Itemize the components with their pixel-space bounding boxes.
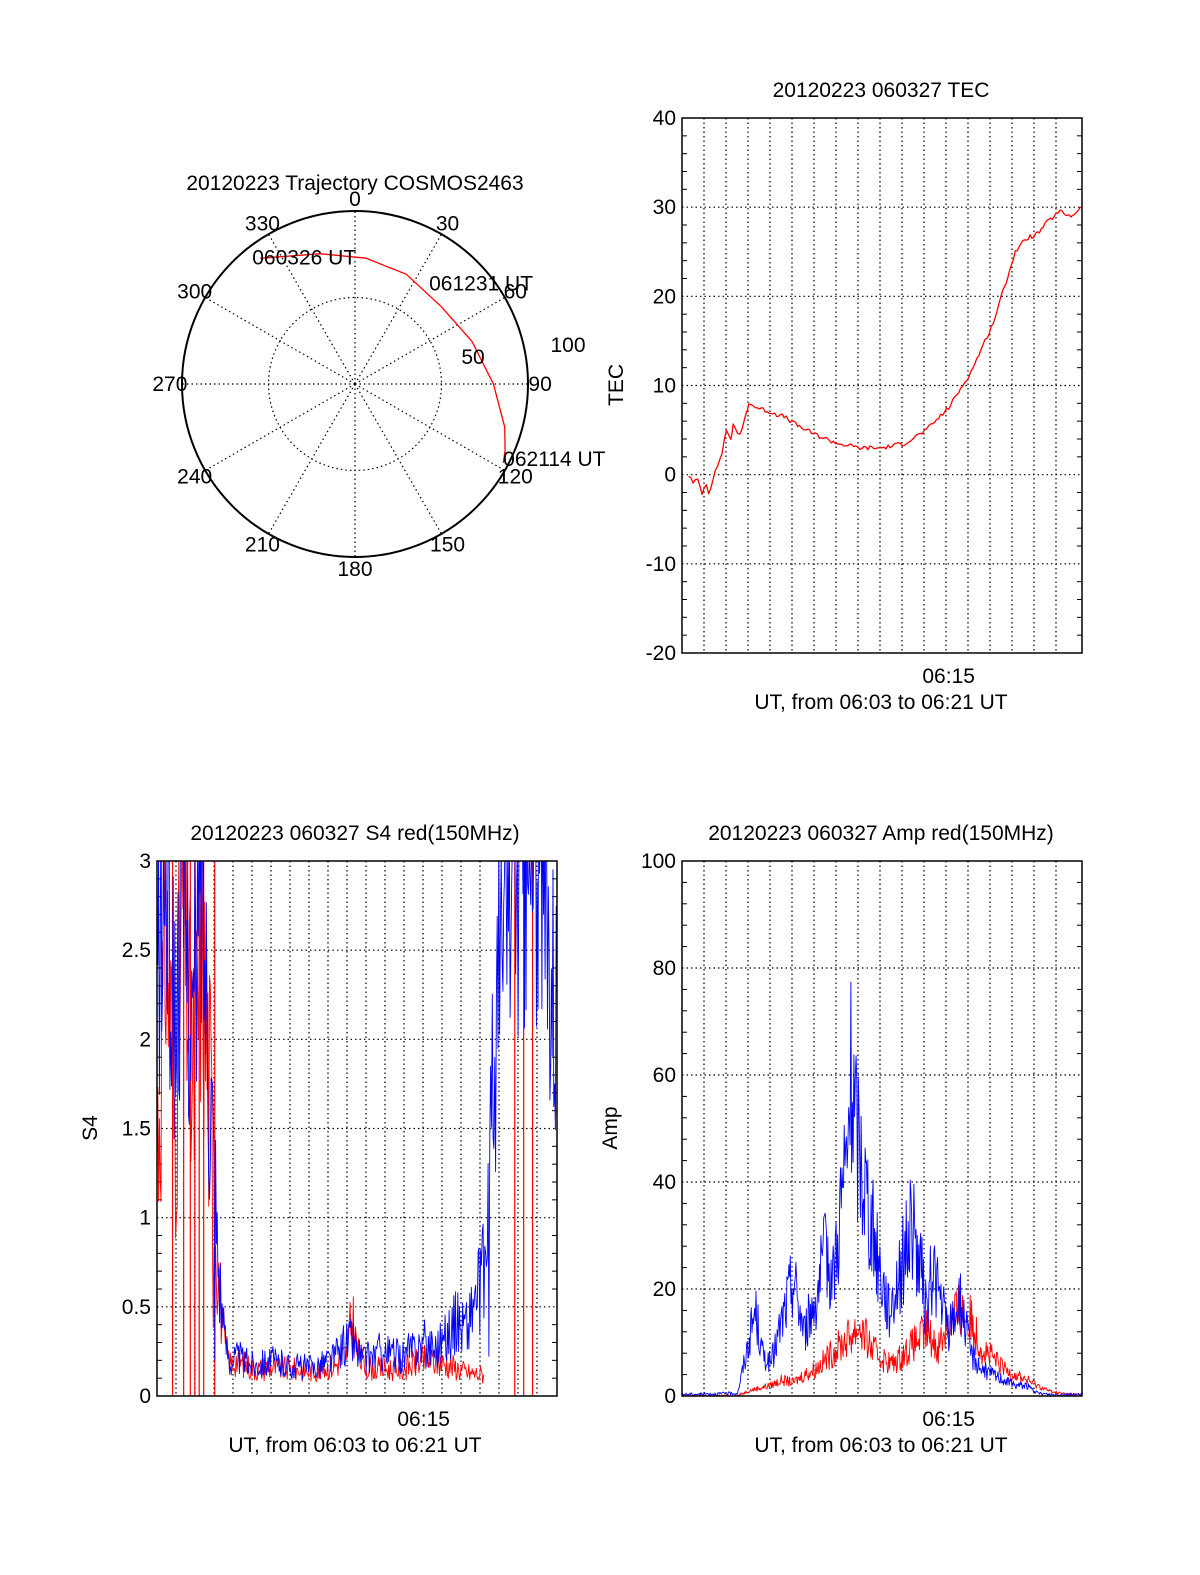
polar-radius-label: 50	[461, 346, 484, 369]
amp-title: 20120223 060327 Amp red(150MHz)	[708, 822, 1054, 845]
amp-ytick-label: 0	[664, 1385, 676, 1408]
polar-grid	[181, 210, 529, 558]
polar-outer-circle	[181, 210, 529, 558]
tec-xtick-label: 06:15	[922, 665, 975, 688]
tec-panel: 20120223 060327 TEC UT, from 06:03 to 06…	[605, 79, 1083, 714]
s4-xtick-label: 06:15	[397, 1408, 450, 1431]
polar-angle-label: 330	[245, 213, 280, 236]
polar-angle-label: 270	[152, 373, 187, 396]
amp-frame	[681, 860, 1083, 1397]
s4-ytick-label: 1	[139, 1207, 151, 1230]
polar-spoke	[354, 383, 506, 472]
trajectory-line	[260, 253, 506, 463]
tec-ytick-label: 10	[653, 375, 676, 398]
polar-spoke	[204, 383, 356, 472]
s4-ytick-label: 0.5	[122, 1296, 151, 1319]
s4-title: 20120223 060327 S4 red(150MHz)	[190, 822, 519, 845]
amp-ytick-label: 80	[653, 957, 676, 980]
polar-angle-label: 120	[498, 466, 533, 489]
polar-angle-label: 150	[430, 533, 465, 556]
polar-angle-label: 240	[177, 466, 212, 489]
polar-angle-label: 60	[504, 280, 527, 303]
s4-ytick-label: 3	[139, 850, 151, 873]
polar-spoke	[354, 383, 443, 535]
amp-plot: 0 20 40 60 80 100 06:15	[641, 850, 1083, 1431]
tec-ylabel: TEC	[605, 364, 628, 406]
amp-ytick-label: 100	[641, 850, 676, 873]
s4-ytick-label: 2	[139, 1028, 151, 1051]
tec-ytick-label: 40	[653, 107, 676, 130]
amp-series-group	[682, 981, 1082, 1396]
s4-panel: 20120223 060327 S4 red(150MHz) UT, from …	[79, 822, 558, 1457]
polar-radius-label: 100	[550, 334, 585, 357]
polar-spoke	[354, 233, 443, 385]
trajectory-annotation: 060326 UT	[252, 246, 356, 269]
polar-spoke	[267, 233, 356, 385]
amp-series-blue	[682, 981, 1082, 1396]
polar-angle-label: 30	[436, 213, 459, 236]
s4-series-red	[157, 861, 485, 1384]
trajectory-series	[260, 253, 506, 463]
polar-spoke	[267, 383, 356, 535]
trajectory-annotation: 062114 UT	[503, 448, 606, 471]
tec-ytick-label: 0	[664, 464, 676, 487]
polar-angle-label: 300	[177, 280, 212, 303]
trajectory-title: 20120223 Trajectory COSMOS2463	[186, 172, 523, 195]
tec-ytick-label: -20	[646, 642, 676, 665]
s4-ylabel: S4	[79, 1115, 102, 1141]
tec-frame	[681, 117, 1083, 654]
s4-series-blue	[157, 861, 557, 1381]
tec-series-group	[688, 206, 1082, 496]
amp-xlabel: UT, from 06:03 to 06:21 UT	[754, 1434, 1007, 1457]
polar-spoke	[204, 296, 356, 385]
s4-series-group	[157, 861, 557, 1396]
tec-ytick-label: 30	[653, 196, 676, 219]
tec-series-red	[688, 206, 1082, 496]
s4-frame	[156, 860, 558, 1397]
tec-ytick-label: 20	[653, 285, 676, 308]
amp-series-red	[682, 1284, 1082, 1396]
tec-plot: -20 -10 0 10 20 30 40 06:15	[646, 107, 1083, 688]
amp-ytick-label: 20	[653, 1278, 676, 1301]
amp-ytick-label: 40	[653, 1171, 676, 1194]
tec-xlabel: UT, from 06:03 to 06:21 UT	[754, 691, 1007, 714]
amp-xtick-label: 06:15	[922, 1408, 975, 1431]
polar-angle-label: 180	[337, 558, 372, 581]
amp-panel: 20120223 060327 Amp red(150MHz) UT, from…	[599, 822, 1083, 1457]
s4-plot: 0 0.5 1 1.5 2 2.5 3 06:15	[122, 850, 558, 1431]
trajectory-annotation: 061231 UT	[429, 272, 533, 295]
amp-ylabel: Amp	[599, 1106, 622, 1149]
amp-ytick-label: 60	[653, 1064, 676, 1087]
tec-title: 20120223 060327 TEC	[773, 79, 990, 102]
s4-ytick-label: 0	[139, 1385, 151, 1408]
polar-angle-label: 210	[245, 533, 280, 556]
s4-xlabel: UT, from 06:03 to 06:21 UT	[228, 1434, 481, 1457]
s4-ytick-label: 2.5	[122, 939, 151, 962]
trajectory-panel: 20120223 Trajectory COSMOS2463 0 30 60 90 12…	[152, 172, 605, 581]
polar-angle-label: 0	[349, 188, 361, 211]
tec-ytick-label: -10	[646, 553, 676, 576]
polar-angle-label: 90	[528, 373, 551, 396]
s4-ytick-label: 1.5	[122, 1118, 151, 1141]
polar-spoke	[354, 296, 506, 385]
polar-labels: 0 30 60 90 120 150 180 210 240 270 300 330 50 100 0603…	[152, 188, 605, 581]
